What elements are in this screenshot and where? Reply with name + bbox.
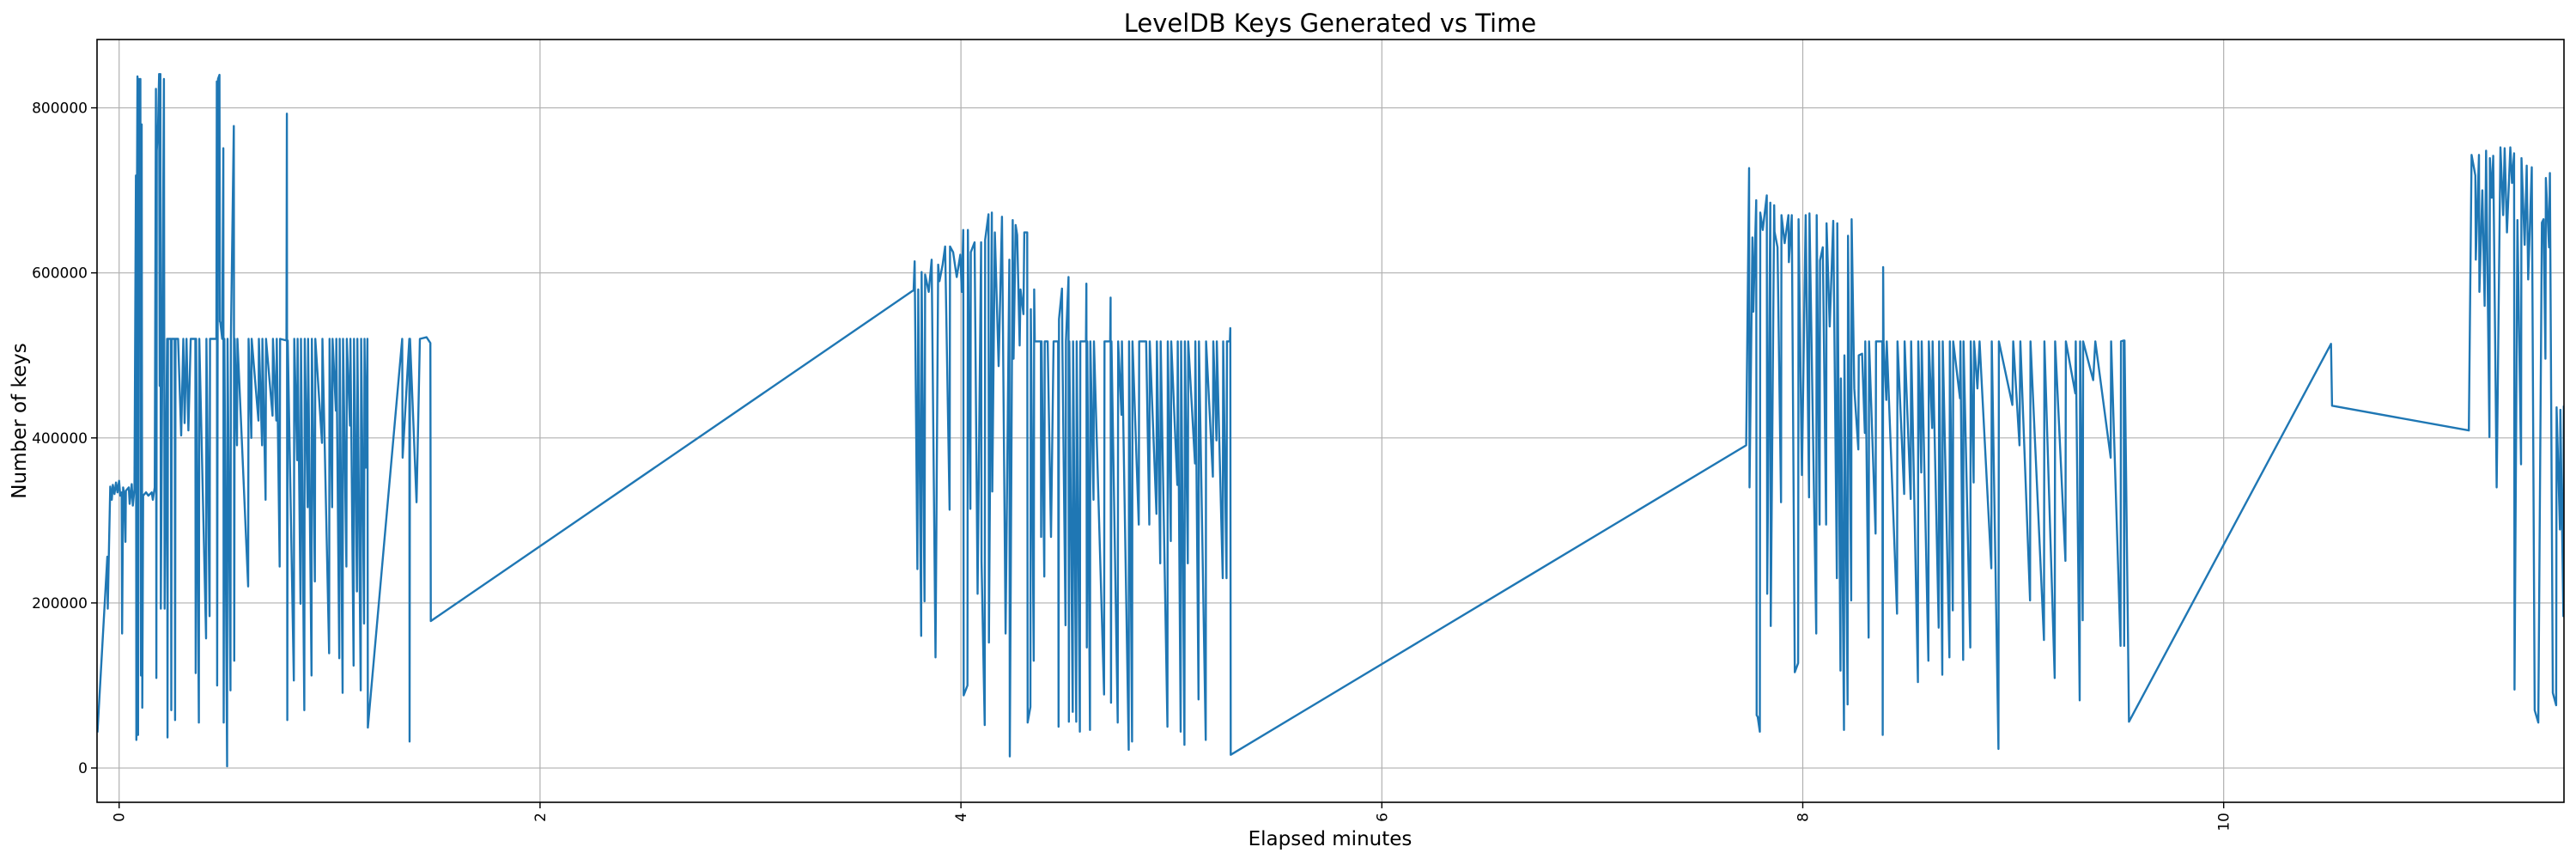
chart-title: LevelDB Keys Generated vs Time (1124, 9, 1536, 38)
x-tick-label: 10 (2216, 813, 2233, 832)
y-tick-label: 200000 (32, 595, 88, 612)
axes-frame (96, 39, 2565, 803)
x-axis-ticks: 0 2 4 6 8 10 (112, 802, 2233, 832)
x-tick-label: 4 (953, 813, 970, 822)
series-line-keys (97, 73, 2564, 768)
y-axis-label: Number of keys (9, 343, 31, 498)
y-tick-label: 400000 (32, 430, 88, 448)
x-tick-label: 0 (112, 813, 129, 822)
x-tick-label: 6 (1374, 813, 1391, 822)
plot-area (97, 73, 2564, 768)
x-axis-label: Elapsed minutes (1249, 828, 1413, 850)
y-tick-label: 800000 (32, 101, 88, 118)
y-tick-label: 0 (78, 760, 88, 777)
y-axis-ticks: 0 200000 400000 600000 800000 (32, 101, 97, 777)
y-tick-label: 600000 (32, 265, 88, 283)
x-tick-label: 2 (532, 813, 550, 822)
x-tick-label: 8 (1795, 813, 1812, 822)
